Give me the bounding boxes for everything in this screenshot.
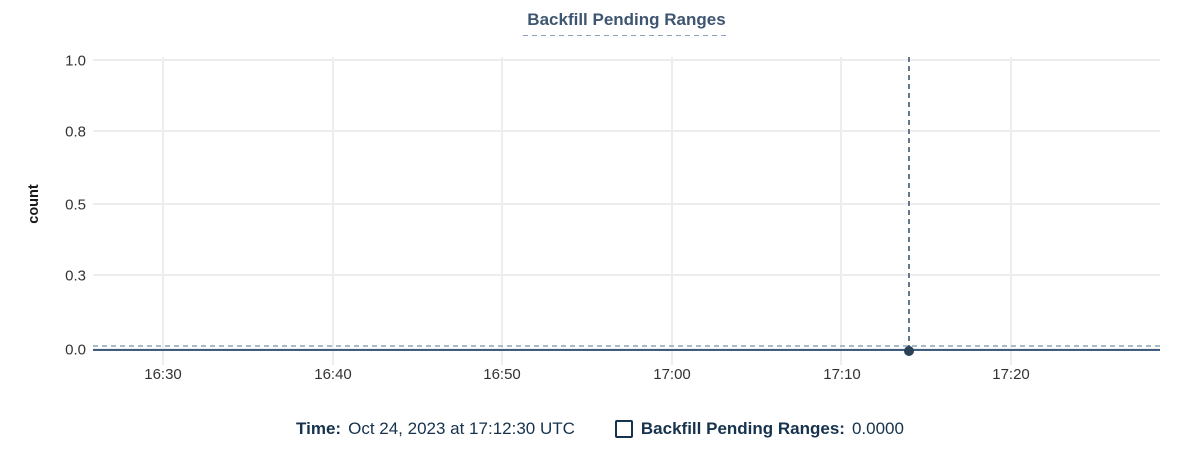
data-point-marker xyxy=(904,346,914,356)
h-gridline xyxy=(93,130,1160,132)
crosshair-horizontal-line xyxy=(93,345,1160,347)
chart-header: Backfill Pending Ranges xyxy=(93,10,1160,36)
y-tick-label: 0.3 xyxy=(65,267,86,285)
y-tick-label: 0.0 xyxy=(65,341,86,359)
x-tick-label: 16:30 xyxy=(144,366,182,383)
legend-series-label[interactable]: Backfill Pending Ranges: xyxy=(640,419,845,438)
h-gridline xyxy=(93,203,1160,205)
v-gridline xyxy=(671,57,673,365)
x-tick-label: 16:50 xyxy=(483,366,521,383)
v-gridline xyxy=(162,57,164,365)
chart-title[interactable]: Backfill Pending Ranges xyxy=(523,10,730,36)
x-tick-label: 17:00 xyxy=(653,366,691,383)
x-tick-label: 17:10 xyxy=(823,366,861,383)
hover-legend-row: Time: Oct 24, 2023 at 17:12:30 UTC Backf… xyxy=(0,419,1200,439)
series-line xyxy=(93,349,1160,352)
legend-time-value: Oct 24, 2023 at 17:12:30 UTC xyxy=(348,419,575,438)
h-gridline xyxy=(93,274,1160,276)
x-tick-label: 16:40 xyxy=(314,366,352,383)
legend-series-toggle[interactable]: Backfill Pending Ranges: 0.0000 xyxy=(614,419,904,439)
legend-series-value: 0.0000 xyxy=(851,419,904,438)
crosshair-vertical-line xyxy=(908,57,910,350)
v-gridline xyxy=(1010,57,1012,365)
series-checkbox[interactable] xyxy=(614,420,633,438)
y-tick-label: 1.0 xyxy=(65,52,86,70)
legend-time-label: Time: xyxy=(296,419,342,438)
y-axis-title: count xyxy=(26,184,42,224)
h-gridline xyxy=(93,348,1160,350)
y-tick-label: 0.8 xyxy=(65,123,86,141)
h-gridline xyxy=(93,59,1160,61)
v-gridline xyxy=(332,57,334,365)
y-tick-label: 0.5 xyxy=(65,196,86,214)
v-gridline xyxy=(501,57,503,365)
v-gridline xyxy=(840,57,842,365)
plot-area[interactable]: 1.0 0.8 0.5 0.3 0.0 16:30 16:40 16:50 17… xyxy=(0,0,1200,400)
x-tick-label: 17:20 xyxy=(992,366,1030,383)
